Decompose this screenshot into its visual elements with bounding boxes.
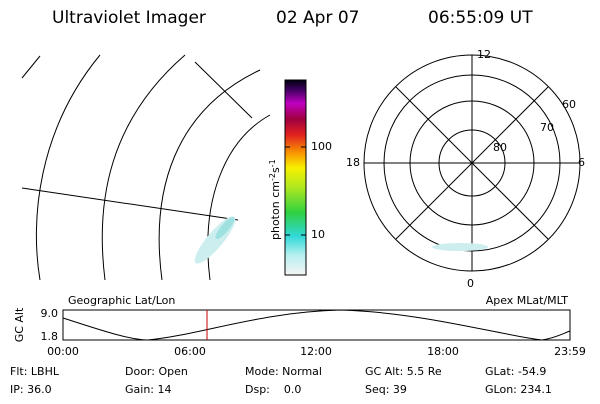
- altitude-curve: [62, 309, 571, 341]
- time-tick: 23:59: [554, 345, 586, 358]
- status-field: GC Alt: 5.5 Re: [365, 365, 442, 378]
- time: 06:55:09 UT: [428, 8, 533, 28]
- mlt-label: 6: [578, 156, 585, 169]
- status-field: Door: Open: [125, 365, 188, 378]
- time-tick: 12:00: [300, 345, 332, 358]
- altitude-tick: 1.8: [41, 330, 59, 343]
- projection-label: Apex MLat/MLT: [486, 294, 569, 307]
- projection-label: Geographic Lat/Lon: [68, 294, 175, 307]
- footer: Flt: LBHL Door: Open Mode: Normal GC Alt: 5…: [10, 365, 552, 396]
- time-tick: 00:00: [47, 345, 79, 358]
- status-field: Flt: LBHL: [10, 365, 60, 378]
- colorbar-tick: 100: [311, 140, 332, 153]
- geo-aurora: [194, 216, 236, 264]
- time-tick: 06:00: [174, 345, 206, 358]
- polar-aurora: [432, 243, 488, 251]
- date: 02 Apr 07: [276, 8, 359, 28]
- status-field: Dsp: 0.0: [245, 383, 301, 396]
- status-field: GLat: -54.9: [485, 365, 546, 378]
- colorbar-tick: 10: [311, 228, 325, 241]
- polar-grid: [363, 54, 581, 272]
- lat-label: 70: [540, 121, 554, 134]
- lat-label: 80: [493, 141, 507, 154]
- status-field: Seq: 39: [365, 383, 407, 396]
- colorbar-label: photon cm-2s-1: [268, 159, 283, 240]
- colorbar: [284, 79, 307, 276]
- status-field: IP: 36.0: [10, 383, 52, 396]
- altitude-tick: 9.0: [41, 307, 59, 320]
- lat-label: 60: [562, 98, 576, 111]
- status-field: GLon: 234.1: [485, 383, 552, 396]
- status-field: Gain: 14: [125, 383, 172, 396]
- mlt-label: 0: [467, 277, 474, 290]
- geo-grid: [21, 54, 271, 281]
- status-field: Mode: Normal: [245, 365, 322, 378]
- time-tick: 18:00: [427, 345, 459, 358]
- altitude-axis-label: GC Alt: [13, 307, 26, 342]
- altitude-frame: [62, 309, 571, 341]
- mlt-label: 18: [346, 156, 360, 169]
- mlt-label: 12: [477, 48, 491, 61]
- title: Ultraviolet Imager: [52, 8, 206, 28]
